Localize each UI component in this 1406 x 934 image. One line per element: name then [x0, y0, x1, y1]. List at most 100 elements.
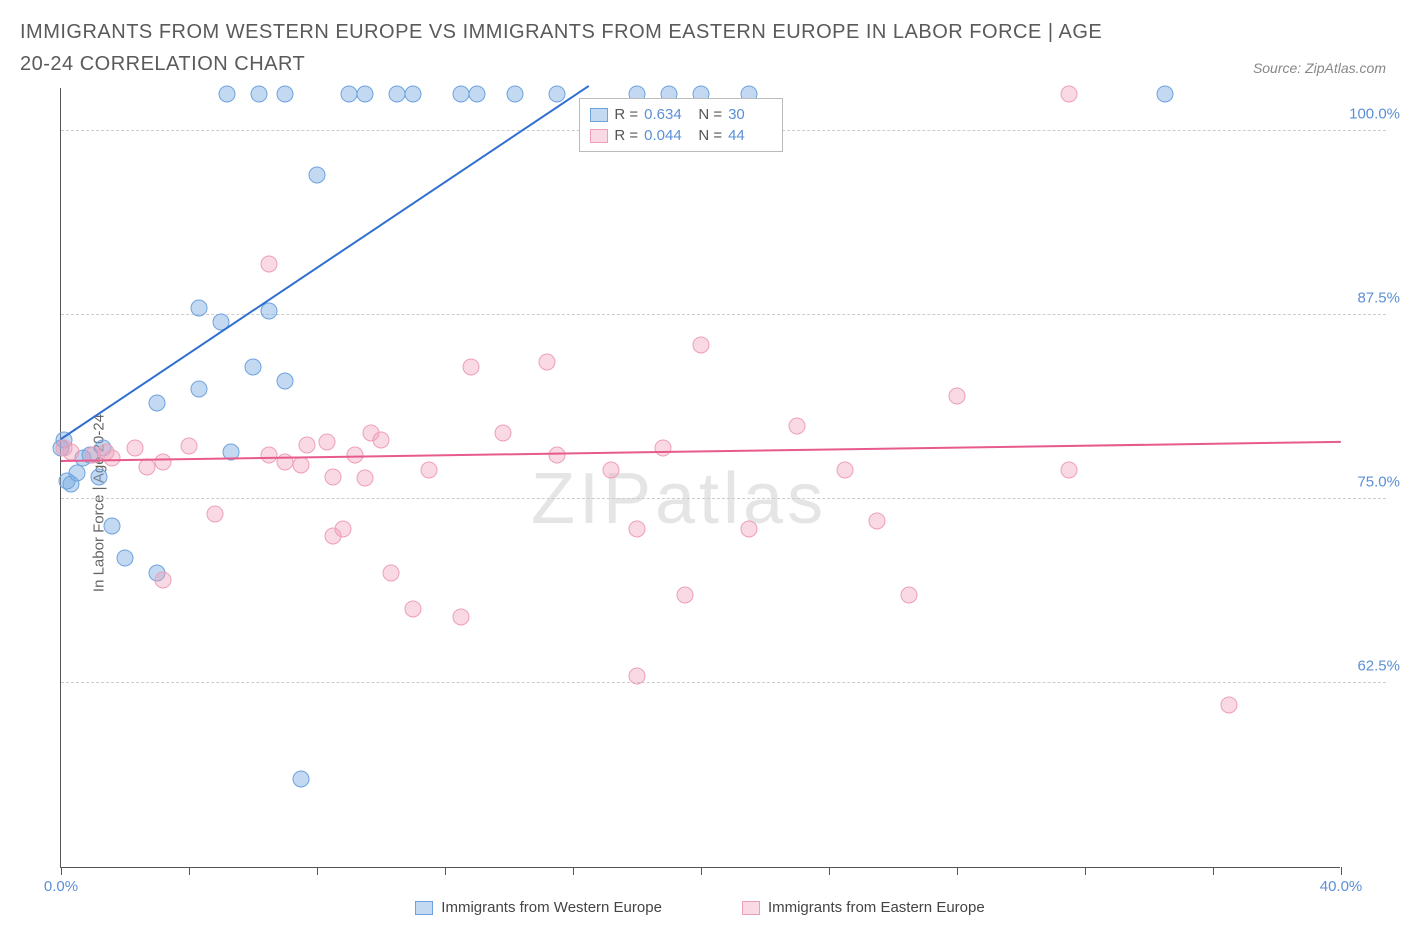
- stat-label: R =: [614, 104, 638, 125]
- scatter-point: [549, 446, 566, 463]
- legend-swatch-pink: [742, 901, 760, 915]
- x-tick: [957, 867, 958, 875]
- scatter-point: [469, 86, 486, 103]
- scatter-point: [62, 443, 79, 460]
- stat-label: R =: [614, 125, 638, 146]
- stat-label: N =: [694, 104, 722, 125]
- scatter-point: [677, 586, 694, 603]
- chart-title: IMMIGRANTS FROM WESTERN EUROPE VS IMMIGR…: [20, 16, 1120, 80]
- scatter-point: [1221, 697, 1238, 714]
- scatter-point: [149, 395, 166, 412]
- scatter-point: [334, 520, 351, 537]
- scatter-point: [190, 380, 207, 397]
- scatter-point: [261, 255, 278, 272]
- stats-legend: R = 0.634 N = 30 R = 0.044 N = 44: [579, 98, 783, 152]
- scatter-point: [251, 86, 268, 103]
- scatter-point: [462, 358, 479, 375]
- scatter-point: [357, 470, 374, 487]
- source-label: Source: ZipAtlas.com: [1253, 60, 1386, 80]
- gridline: [61, 498, 1386, 499]
- stat-n-value: 44: [728, 125, 772, 146]
- scatter-point: [69, 464, 86, 481]
- x-tick: [445, 867, 446, 875]
- scatter-point: [299, 436, 316, 453]
- scatter-point: [293, 457, 310, 474]
- scatter-point: [1157, 86, 1174, 103]
- stat-r-value: 0.044: [644, 125, 688, 146]
- chart-container: In Labor Force | Age 20-24 ZIPatlas 62.5…: [20, 88, 1386, 918]
- scatter-point: [603, 461, 620, 478]
- scatter-point: [741, 520, 758, 537]
- legend-label: Immigrants from Western Europe: [441, 899, 662, 916]
- scatter-point: [293, 770, 310, 787]
- scatter-point: [654, 439, 671, 456]
- bottom-legend: Immigrants from Western Europe Immigrant…: [60, 899, 1340, 916]
- x-tick: [701, 867, 702, 875]
- x-tick: [1085, 867, 1086, 875]
- x-tick: [1213, 867, 1214, 875]
- scatter-point: [1061, 86, 1078, 103]
- x-tick: [829, 867, 830, 875]
- header-row: IMMIGRANTS FROM WESTERN EUROPE VS IMMIGR…: [20, 16, 1386, 80]
- trend-line: [60, 85, 589, 440]
- scatter-point: [261, 446, 278, 463]
- x-tick-label: 40.0%: [1320, 878, 1363, 895]
- scatter-point: [126, 439, 143, 456]
- x-tick: [573, 867, 574, 875]
- scatter-point: [190, 299, 207, 316]
- y-tick-label: 87.5%: [1357, 290, 1400, 307]
- scatter-point: [1061, 461, 1078, 478]
- scatter-point: [155, 572, 172, 589]
- scatter-point: [901, 586, 918, 603]
- stats-legend-row: R = 0.634 N = 30: [590, 104, 772, 125]
- legend-label: Immigrants from Eastern Europe: [768, 899, 985, 916]
- scatter-point: [104, 517, 121, 534]
- scatter-point: [325, 469, 342, 486]
- scatter-point: [453, 86, 470, 103]
- legend-swatch: [590, 129, 608, 143]
- x-tick: [61, 867, 62, 875]
- x-tick-label: 0.0%: [44, 878, 78, 895]
- stats-legend-row: R = 0.044 N = 44: [590, 125, 772, 146]
- scatter-point: [421, 461, 438, 478]
- scatter-point: [219, 86, 236, 103]
- trend-line: [61, 441, 1341, 462]
- gridline: [61, 682, 1386, 683]
- legend-item-eastern: Immigrants from Eastern Europe: [742, 899, 985, 916]
- scatter-point: [341, 86, 358, 103]
- y-tick-label: 75.0%: [1357, 474, 1400, 491]
- scatter-point: [382, 564, 399, 581]
- y-tick-label: 100.0%: [1349, 106, 1400, 123]
- scatter-point: [277, 373, 294, 390]
- scatter-point: [309, 167, 326, 184]
- scatter-point: [629, 520, 646, 537]
- scatter-point: [357, 86, 374, 103]
- x-tick: [317, 867, 318, 875]
- scatter-point: [789, 417, 806, 434]
- scatter-point: [206, 505, 223, 522]
- legend-swatch-blue: [415, 901, 433, 915]
- scatter-point: [181, 438, 198, 455]
- scatter-point: [389, 86, 406, 103]
- scatter-point: [91, 469, 108, 486]
- stat-r-value: 0.634: [644, 104, 688, 125]
- scatter-point: [453, 608, 470, 625]
- scatter-point: [494, 424, 511, 441]
- scatter-point: [869, 513, 886, 530]
- scatter-point: [277, 86, 294, 103]
- scatter-point: [373, 432, 390, 449]
- scatter-point: [318, 433, 335, 450]
- scatter-point: [549, 86, 566, 103]
- x-tick: [189, 867, 190, 875]
- scatter-point: [104, 449, 121, 466]
- scatter-point: [949, 388, 966, 405]
- stat-n-value: 30: [728, 104, 772, 125]
- scatter-point: [405, 86, 422, 103]
- scatter-point: [507, 86, 524, 103]
- scatter-point: [837, 461, 854, 478]
- plot-area: ZIPatlas 62.5%75.0%87.5%100.0%0.0%40.0%R…: [60, 88, 1340, 868]
- stat-label: N =: [694, 125, 722, 146]
- legend-item-western: Immigrants from Western Europe: [415, 899, 662, 916]
- x-tick: [1341, 867, 1342, 875]
- scatter-point: [539, 354, 556, 371]
